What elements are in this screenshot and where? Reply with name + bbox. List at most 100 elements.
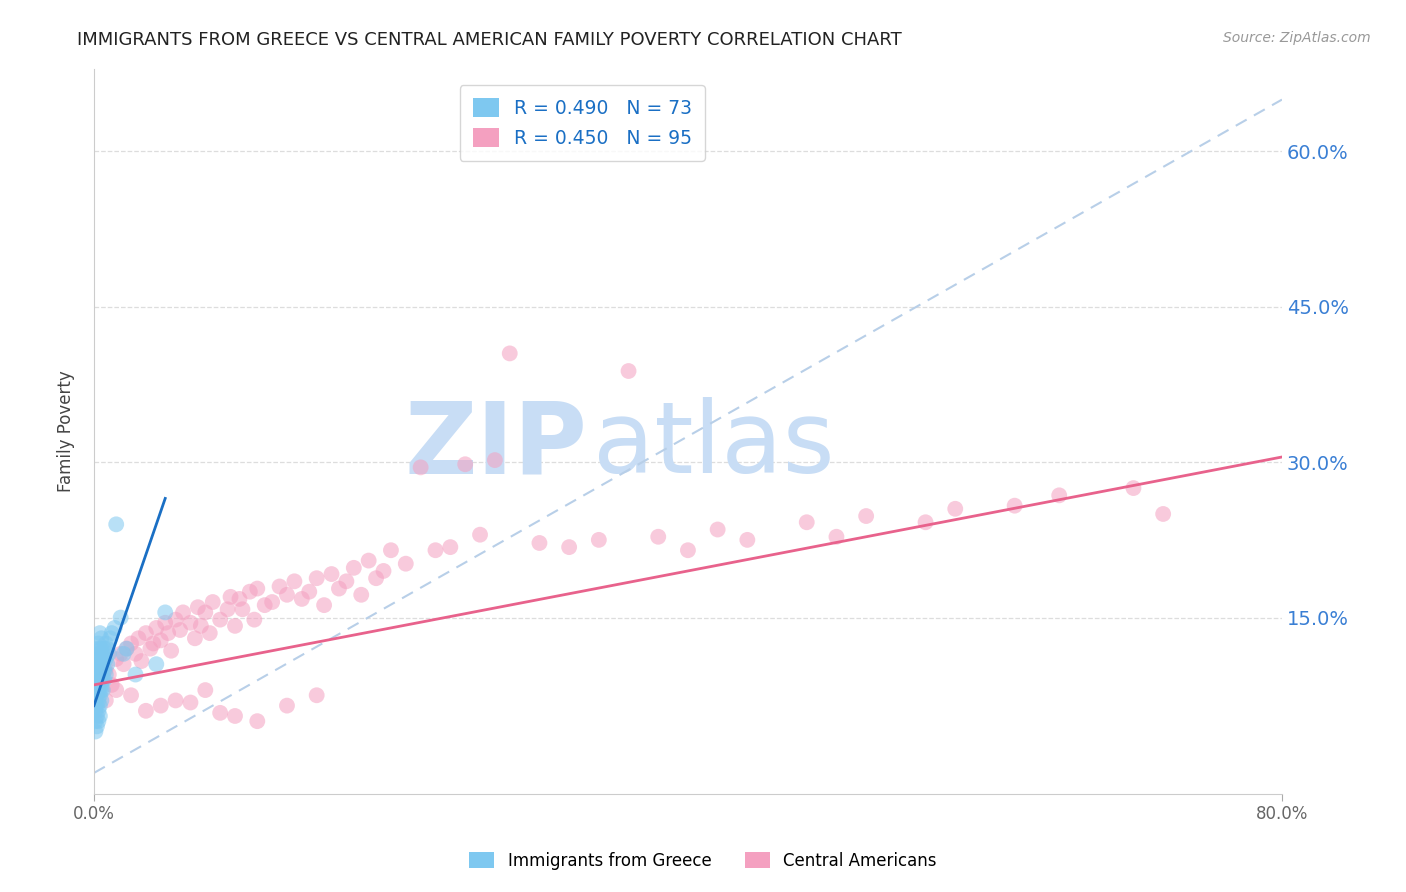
Point [165, 613, 187, 627]
Point [90, 678, 112, 692]
Point [89, 673, 111, 687]
Point [87, 683, 110, 698]
Point [94, 667, 117, 681]
Point [224, 619, 246, 633]
Point [160, 644, 183, 658]
Point [89, 626, 111, 640]
Text: Source: ZipAtlas.com: Source: ZipAtlas.com [1223, 31, 1371, 45]
Point [187, 600, 209, 615]
Point [825, 530, 848, 544]
Point [87, 636, 110, 650]
Point [357, 553, 380, 567]
Point [112, 647, 135, 661]
Point [124, 647, 146, 661]
Point [89, 709, 111, 723]
Point [194, 683, 217, 698]
Point [84, 662, 107, 676]
Point [90, 667, 112, 681]
Point [89, 662, 111, 676]
Point [84, 688, 107, 702]
Point [127, 632, 149, 646]
Point [1047, 488, 1070, 502]
Point [305, 688, 328, 702]
Point [91, 647, 114, 661]
Point [87, 647, 110, 661]
Point [105, 652, 128, 666]
Point [335, 574, 357, 589]
Point [84, 704, 107, 718]
Point [172, 606, 194, 620]
Point [558, 540, 581, 554]
Text: IMMIGRANTS FROM GREECE VS CENTRAL AMERICAN FAMILY POVERTY CORRELATION CHART: IMMIGRANTS FROM GREECE VS CENTRAL AMERIC… [77, 31, 903, 49]
Point [149, 633, 172, 648]
Legend: Immigrants from Greece, Central Americans: Immigrants from Greece, Central American… [463, 846, 943, 877]
Point [179, 615, 201, 630]
Point [104, 621, 127, 635]
Point [84, 698, 107, 713]
Point [87, 678, 110, 692]
Point [217, 602, 239, 616]
Point [209, 706, 232, 720]
Point [243, 613, 266, 627]
Point [165, 693, 187, 707]
Point [97, 647, 120, 661]
Point [647, 530, 669, 544]
Point [96, 641, 118, 656]
Point [89, 688, 111, 702]
Point [328, 582, 350, 596]
Point [87, 693, 110, 707]
Point [499, 346, 522, 360]
Point [90, 683, 112, 698]
Point [209, 613, 232, 627]
Point [89, 698, 111, 713]
Point [239, 584, 262, 599]
Point [364, 571, 387, 585]
Point [91, 673, 114, 687]
Point [115, 641, 138, 656]
Point [179, 696, 201, 710]
Point [155, 606, 177, 620]
Point [89, 652, 111, 666]
Point [86, 678, 108, 692]
Point [84, 714, 107, 728]
Point [142, 636, 165, 650]
Point [305, 571, 328, 585]
Point [100, 626, 122, 640]
Point [246, 714, 269, 728]
Point [120, 688, 142, 702]
Point [321, 567, 343, 582]
Point [914, 515, 936, 529]
Point [1152, 507, 1174, 521]
Point [91, 657, 114, 672]
Point [87, 657, 110, 672]
Text: atlas: atlas [593, 397, 835, 494]
Point [157, 626, 180, 640]
Point [1004, 499, 1026, 513]
Point [84, 683, 107, 698]
Point [93, 652, 115, 666]
Point [112, 657, 135, 672]
Point [231, 602, 253, 616]
Point [184, 632, 207, 646]
Point [706, 523, 728, 537]
Point [737, 533, 759, 547]
Point [94, 662, 117, 676]
Point [93, 673, 115, 687]
Point [110, 647, 132, 661]
Point [201, 595, 224, 609]
Point [86, 698, 108, 713]
Point [439, 540, 461, 554]
Point [90, 632, 112, 646]
Point [219, 590, 242, 604]
Point [89, 667, 111, 681]
Point [373, 564, 395, 578]
Point [676, 543, 699, 558]
Point [314, 598, 336, 612]
Point [145, 621, 167, 635]
Point [135, 704, 157, 718]
Point [93, 662, 115, 676]
Point [94, 693, 117, 707]
Point [105, 683, 128, 698]
Point [94, 636, 117, 650]
Point [228, 591, 250, 606]
